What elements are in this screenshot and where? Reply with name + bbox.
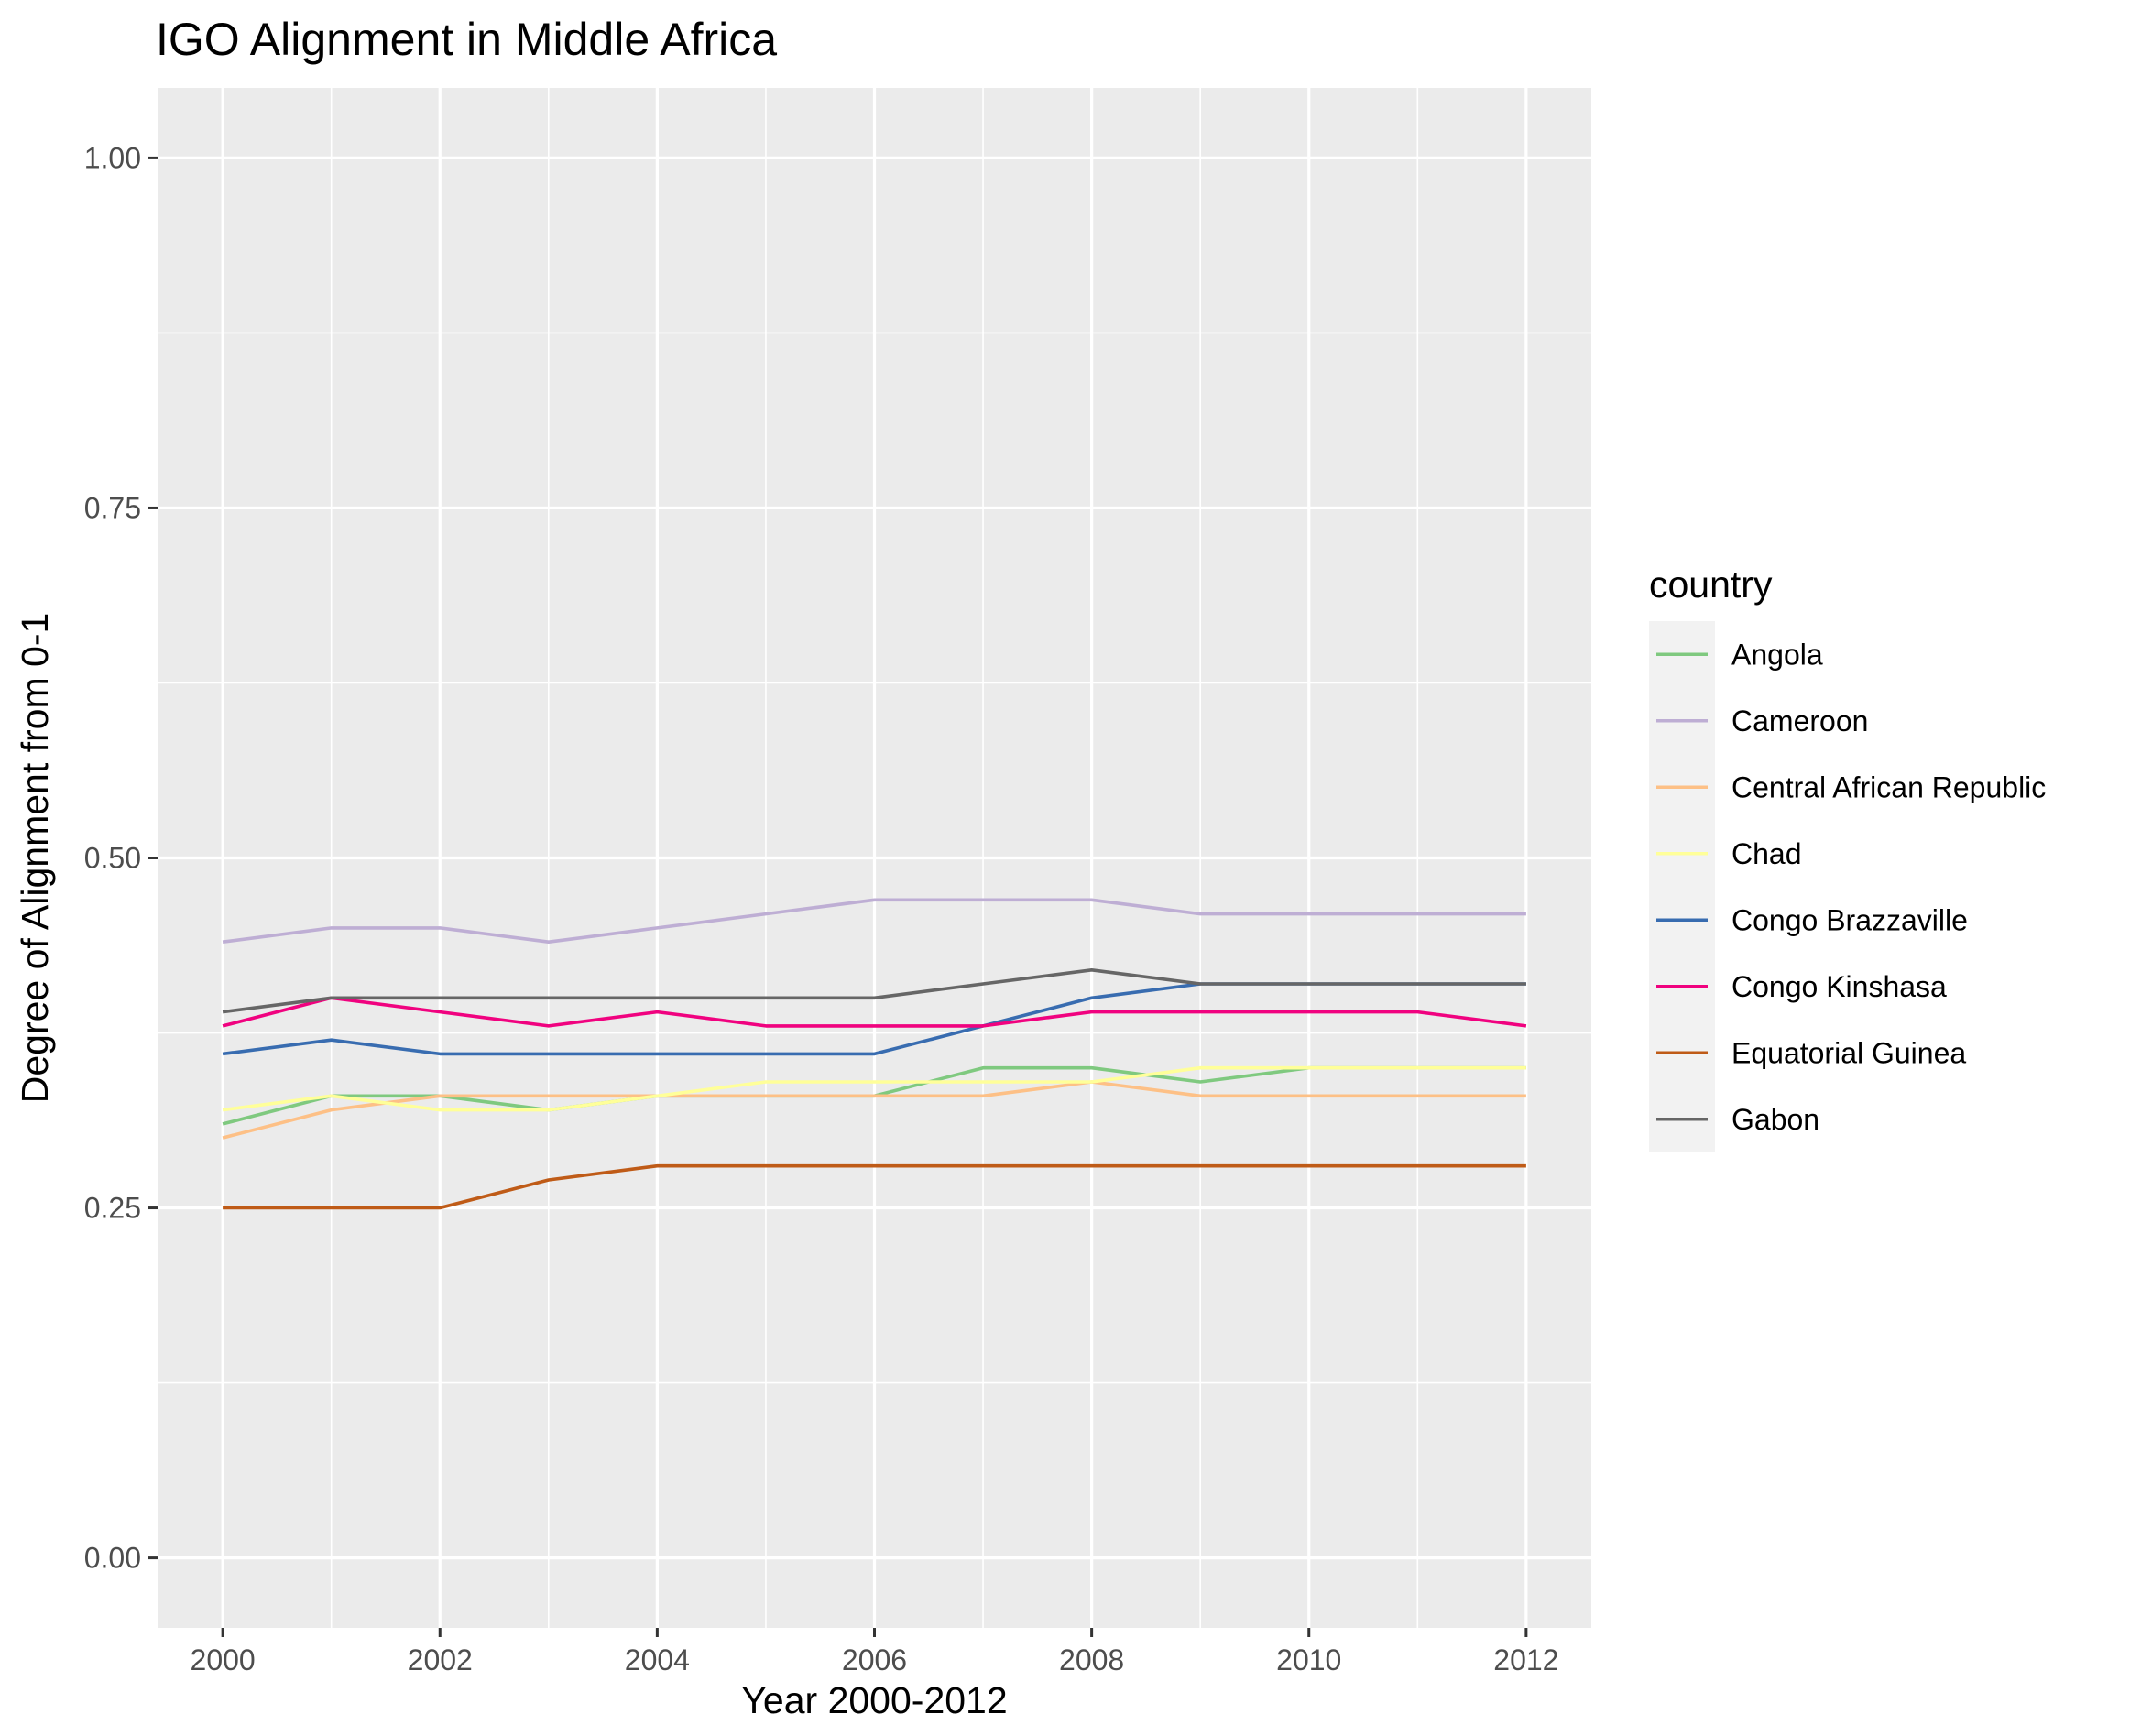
legend-label-6: Equatorial Guinea bbox=[1731, 1036, 1966, 1069]
legend-label-3: Chad bbox=[1731, 837, 1802, 870]
y-axis: 0.00 0.25 0.50 0.75 1.00 bbox=[84, 141, 158, 1575]
x-axis: 2000 2002 2004 2006 2008 2010 2012 bbox=[191, 1628, 1558, 1676]
y-tick-label: 0.25 bbox=[84, 1192, 141, 1225]
series-line-1 bbox=[222, 898, 1526, 944]
y-tick-label: 0.00 bbox=[84, 1542, 141, 1575]
y-tick-label: 1.00 bbox=[84, 141, 141, 174]
legend-title: country bbox=[1649, 563, 1773, 606]
x-tick-label: 2012 bbox=[1493, 1643, 1558, 1676]
y-axis-title: Degree of Alignment from 0-1 bbox=[14, 613, 56, 1104]
x-tick-label: 2010 bbox=[1276, 1643, 1341, 1676]
legend-label-0: Angola bbox=[1731, 638, 1823, 671]
legend-items: Angola Cameroon Central African Republic Ch… bbox=[1656, 638, 2046, 1136]
y-tick-label: 0.50 bbox=[84, 842, 141, 875]
series-line-3 bbox=[222, 1065, 1526, 1112]
legend-label-4: Congo Brazzaville bbox=[1731, 903, 1968, 936]
x-tick-label: 2008 bbox=[1059, 1643, 1124, 1676]
chart-title: IGO Alignment in Middle Africa bbox=[156, 14, 777, 65]
x-tick-label: 2002 bbox=[408, 1643, 473, 1676]
legend-label-1: Cameroon bbox=[1731, 704, 1868, 737]
legend-key-background bbox=[1649, 621, 1715, 1152]
y-tick-label: 0.75 bbox=[84, 491, 141, 524]
x-axis-title: Year 2000-2012 bbox=[741, 1679, 1007, 1721]
legend: country Angola Cameroon Central African Re… bbox=[1649, 563, 2046, 1152]
series-line-6 bbox=[223, 1163, 1526, 1210]
legend-label-5: Congo Kinshasa bbox=[1731, 970, 1947, 1003]
series-line-7 bbox=[222, 968, 1526, 1014]
series-lines bbox=[222, 898, 1527, 1210]
legend-label-2: Central African Republic bbox=[1731, 770, 2046, 803]
x-tick-label: 2006 bbox=[842, 1643, 907, 1676]
series-line-5 bbox=[222, 996, 1527, 1028]
x-tick-label: 2004 bbox=[625, 1643, 690, 1676]
x-tick-label: 2000 bbox=[191, 1643, 256, 1676]
series-line-2 bbox=[222, 1080, 1526, 1140]
legend-label-7: Gabon bbox=[1731, 1103, 1819, 1136]
grid-major bbox=[158, 88, 1591, 1628]
